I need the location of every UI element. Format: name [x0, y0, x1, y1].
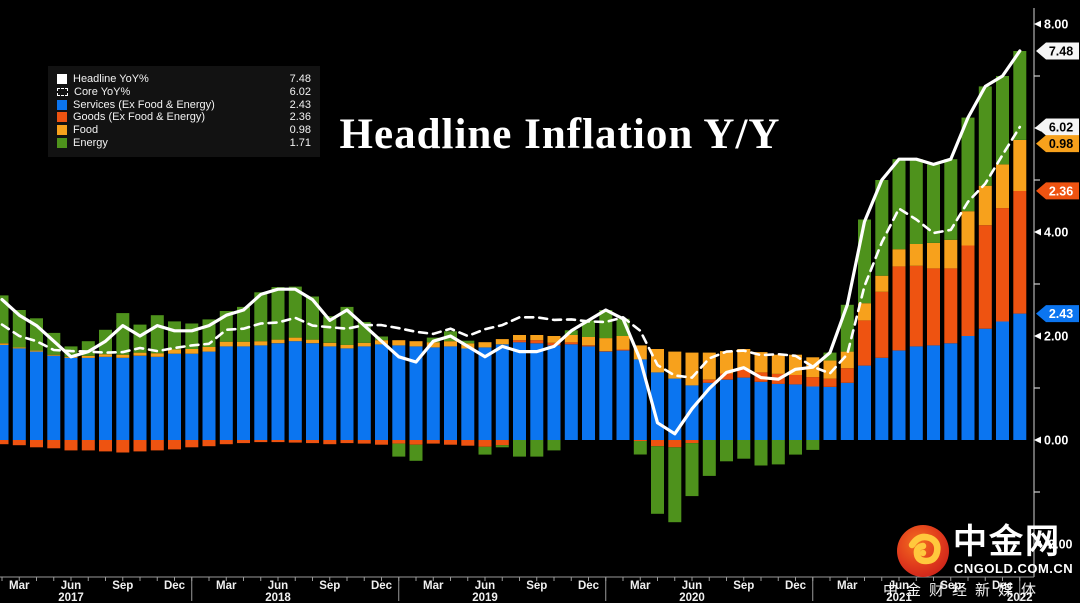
svg-text:Sep: Sep	[112, 580, 133, 592]
legend-item-energy: Energy 1.71	[57, 136, 311, 149]
svg-text:2.43: 2.43	[1049, 307, 1073, 321]
watermark-brand-text: 中金网	[953, 523, 1061, 561]
svg-text:4.00: 4.00	[1044, 226, 1068, 240]
svg-text:2022: 2022	[1007, 592, 1033, 603]
svg-text:7.48: 7.48	[1049, 45, 1073, 59]
svg-text:Mar: Mar	[423, 580, 444, 592]
legend-label: Goods (Ex Food & Energy)	[73, 111, 206, 124]
svg-text:Dec: Dec	[578, 580, 600, 592]
legend: Headline YoY% 7.48 Core YoY% 6.02 Servic…	[48, 66, 320, 158]
legend-label: Services (Ex Food & Energy)	[73, 98, 215, 111]
headline-yoy-line	[0, 49, 1022, 436]
legend-value: 7.48	[289, 73, 311, 86]
axis-badge	[1036, 135, 1079, 153]
axis-badge	[1036, 42, 1079, 60]
svg-text:2018: 2018	[265, 592, 291, 603]
legend-label: Headline YoY%	[73, 73, 149, 86]
svg-text:Jun: Jun	[475, 580, 495, 592]
svg-text:Jun: Jun	[268, 580, 288, 592]
watermark-domain-text: CNGOLD.COM.CN	[954, 561, 1074, 576]
svg-text:2.36: 2.36	[1049, 184, 1073, 198]
svg-text:Dec: Dec	[992, 580, 1014, 592]
svg-text:Jun: Jun	[682, 580, 702, 592]
svg-text:Mar: Mar	[837, 580, 858, 592]
legend-value: 0.98	[289, 124, 311, 137]
legend-item-food: Food 0.98	[57, 124, 311, 137]
svg-text:0.00: 0.00	[1044, 434, 1068, 448]
svg-text:2020: 2020	[679, 592, 705, 603]
legend-item-services: Services (Ex Food & Energy) 2.43	[57, 98, 311, 111]
legend-value: 2.36	[289, 111, 311, 124]
legend-value: 2.43	[289, 98, 311, 111]
y-axis: 8.006.004.002.000.00-2.00	[1033, 8, 1073, 577]
svg-text:8.00: 8.00	[1044, 18, 1068, 32]
watermark: 中金网 CNGOLD.COM.CN 中金财经新媒体	[883, 523, 1080, 603]
legend-label: Core YoY%	[74, 86, 131, 99]
stacked-bars	[0, 51, 1027, 523]
legend-label: Food	[73, 124, 99, 137]
watermark-tagline-text: 中金财经新媒体	[883, 582, 1045, 599]
legend-item-goods: Goods (Ex Food & Energy) 2.36	[57, 111, 311, 124]
svg-text:2.00: 2.00	[1044, 330, 1068, 344]
svg-text:Jun: Jun	[61, 580, 81, 592]
svg-text:0.98: 0.98	[1049, 137, 1073, 151]
axis-badge	[1036, 305, 1079, 323]
food-swatch-icon	[57, 125, 67, 136]
cngold-logo-icon	[897, 525, 949, 577]
services-swatch-icon	[57, 99, 67, 110]
goods-swatch-icon	[57, 112, 67, 123]
core-dashed-line-swatch-icon	[57, 88, 68, 97]
svg-text:Dec: Dec	[164, 580, 186, 592]
core-yoy-line	[0, 125, 1022, 379]
svg-text:Sep: Sep	[526, 580, 547, 592]
legend-item-headline: Headline YoY% 7.48	[57, 73, 311, 86]
legend-value: 1.71	[289, 136, 311, 149]
svg-text:2019: 2019	[472, 592, 498, 603]
headline-line-swatch-icon	[57, 74, 67, 85]
energy-swatch-icon	[57, 137, 67, 148]
legend-item-core: Core YoY% 6.02	[57, 86, 311, 99]
svg-text:-2.00: -2.00	[1044, 538, 1073, 552]
svg-text:Dec: Dec	[371, 580, 393, 592]
svg-text:Sep: Sep	[940, 580, 961, 592]
svg-text:Jun: Jun	[889, 580, 909, 592]
svg-text:Mar: Mar	[216, 580, 237, 592]
svg-text:Sep: Sep	[733, 580, 754, 592]
x-axis: Mar Jun Sep Dec Mar Jun Sep Dec Mar Jun Sep Dec Mar J…	[0, 576, 1034, 603]
svg-text:6.02: 6.02	[1049, 120, 1073, 134]
svg-text:2017: 2017	[58, 592, 84, 603]
axis-badge	[1036, 182, 1079, 200]
axis-badge	[1036, 118, 1079, 136]
legend-value: 6.02	[289, 86, 311, 99]
svg-text:Mar: Mar	[630, 580, 651, 592]
svg-text:Dec: Dec	[785, 580, 807, 592]
page-title: Headline Inflation Y/Y	[339, 111, 781, 158]
svg-text:Mar: Mar	[9, 580, 30, 592]
legend-label: Energy	[73, 136, 108, 149]
svg-text:2021: 2021	[886, 592, 912, 603]
axis-value-badges: 7.48 6.02 0.98 2.36 2.43	[1036, 42, 1079, 323]
svg-text:Sep: Sep	[319, 580, 340, 592]
